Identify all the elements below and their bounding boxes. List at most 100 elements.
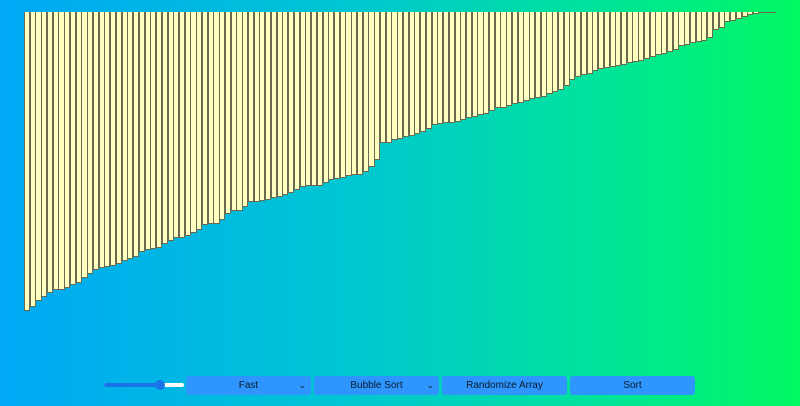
chevron-down-icon: ⌄ [426,380,434,390]
array-bar [718,12,725,28]
array-bar [339,12,346,178]
array-bar [92,12,99,270]
speed-select[interactable]: Fast ⌄ [186,376,311,395]
array-bar [190,12,197,233]
array-bar [247,12,254,202]
array-bar [615,12,622,66]
array-bars-area [24,12,777,312]
array-bar [506,12,513,106]
array-bar [207,12,214,224]
array-bar [586,12,593,74]
array-bar [546,12,553,94]
sort-button[interactable]: Sort [570,376,695,395]
array-bar [552,12,559,92]
randomize-array-button[interactable]: Randomize Array [442,376,567,395]
array-bar [672,12,679,50]
array-bar [448,12,455,123]
array-bar [678,12,685,46]
array-bar [201,12,209,225]
array-bar [242,12,249,207]
array-bar [603,12,610,68]
slider-thumb[interactable] [155,380,165,390]
array-bar [29,12,36,307]
array-bar [87,12,94,274]
array-size-slider[interactable] [104,378,184,392]
array-bar [684,12,691,45]
array-bar [236,12,243,211]
array-bar [758,12,765,13]
array-bar [477,12,484,115]
array-bar [689,12,697,43]
array-bar [741,12,748,17]
array-bar [730,12,737,21]
array-bar [64,12,71,288]
array-bar [511,12,519,104]
array-bar [196,12,203,230]
array-bar [224,12,232,214]
array-bar [138,12,145,252]
array-bar [173,12,180,238]
array-bar [150,12,157,249]
array-bar [81,12,88,278]
array-bar [425,12,432,129]
array-bar [69,12,77,285]
array-bar [374,12,381,160]
array-bar [345,12,352,176]
array-bar [764,12,771,13]
sort-label: Sort [623,380,642,391]
array-bar [540,12,547,97]
array-bar [127,12,134,259]
array-bar [701,12,708,41]
array-bar [322,12,329,183]
array-bar [626,12,633,63]
array-bar [557,12,564,90]
array-bar [517,12,524,103]
array-bar [282,12,289,195]
array-bar [753,12,760,14]
array-bar [110,12,117,266]
array-bar [695,12,702,42]
array-bar [621,12,628,65]
array-bar [402,12,409,137]
array-bar [299,12,306,187]
array-bar [460,12,467,120]
array-bar [270,12,277,198]
array-bar [385,12,392,143]
array-bar [259,12,266,201]
array-bar [569,12,576,80]
algorithm-select[interactable]: Bubble Sort ⌄ [314,376,439,395]
array-bar [397,12,404,139]
array-bar [121,12,128,261]
array-bar [356,12,364,175]
array-bar [661,12,668,54]
array-bar [575,12,582,77]
array-bar [655,12,662,55]
array-bar [471,12,478,117]
array-bar [219,12,226,220]
array-bar [414,12,421,134]
array-bar [115,12,122,264]
array-bar [368,12,375,167]
array-bar [500,12,507,108]
array-bar [649,12,656,57]
array-bar [253,12,260,202]
array-bar [104,12,111,267]
array-bar [98,12,105,268]
array-bar [328,12,335,180]
array-bar [747,12,754,15]
array-bar [454,12,461,122]
array-bar [24,12,31,311]
array-bar [46,12,54,293]
array-bar [144,12,151,250]
array-bar [213,12,220,224]
array-bar [431,12,438,125]
array-bar [770,12,777,13]
array-bar [408,12,415,136]
algorithm-select-value: Bubble Sort [350,380,403,391]
slider-track [104,383,184,387]
array-bar [333,12,341,179]
array-bar [311,12,318,186]
array-bar [293,12,300,190]
array-bar [41,12,48,297]
array-bar [288,12,295,193]
